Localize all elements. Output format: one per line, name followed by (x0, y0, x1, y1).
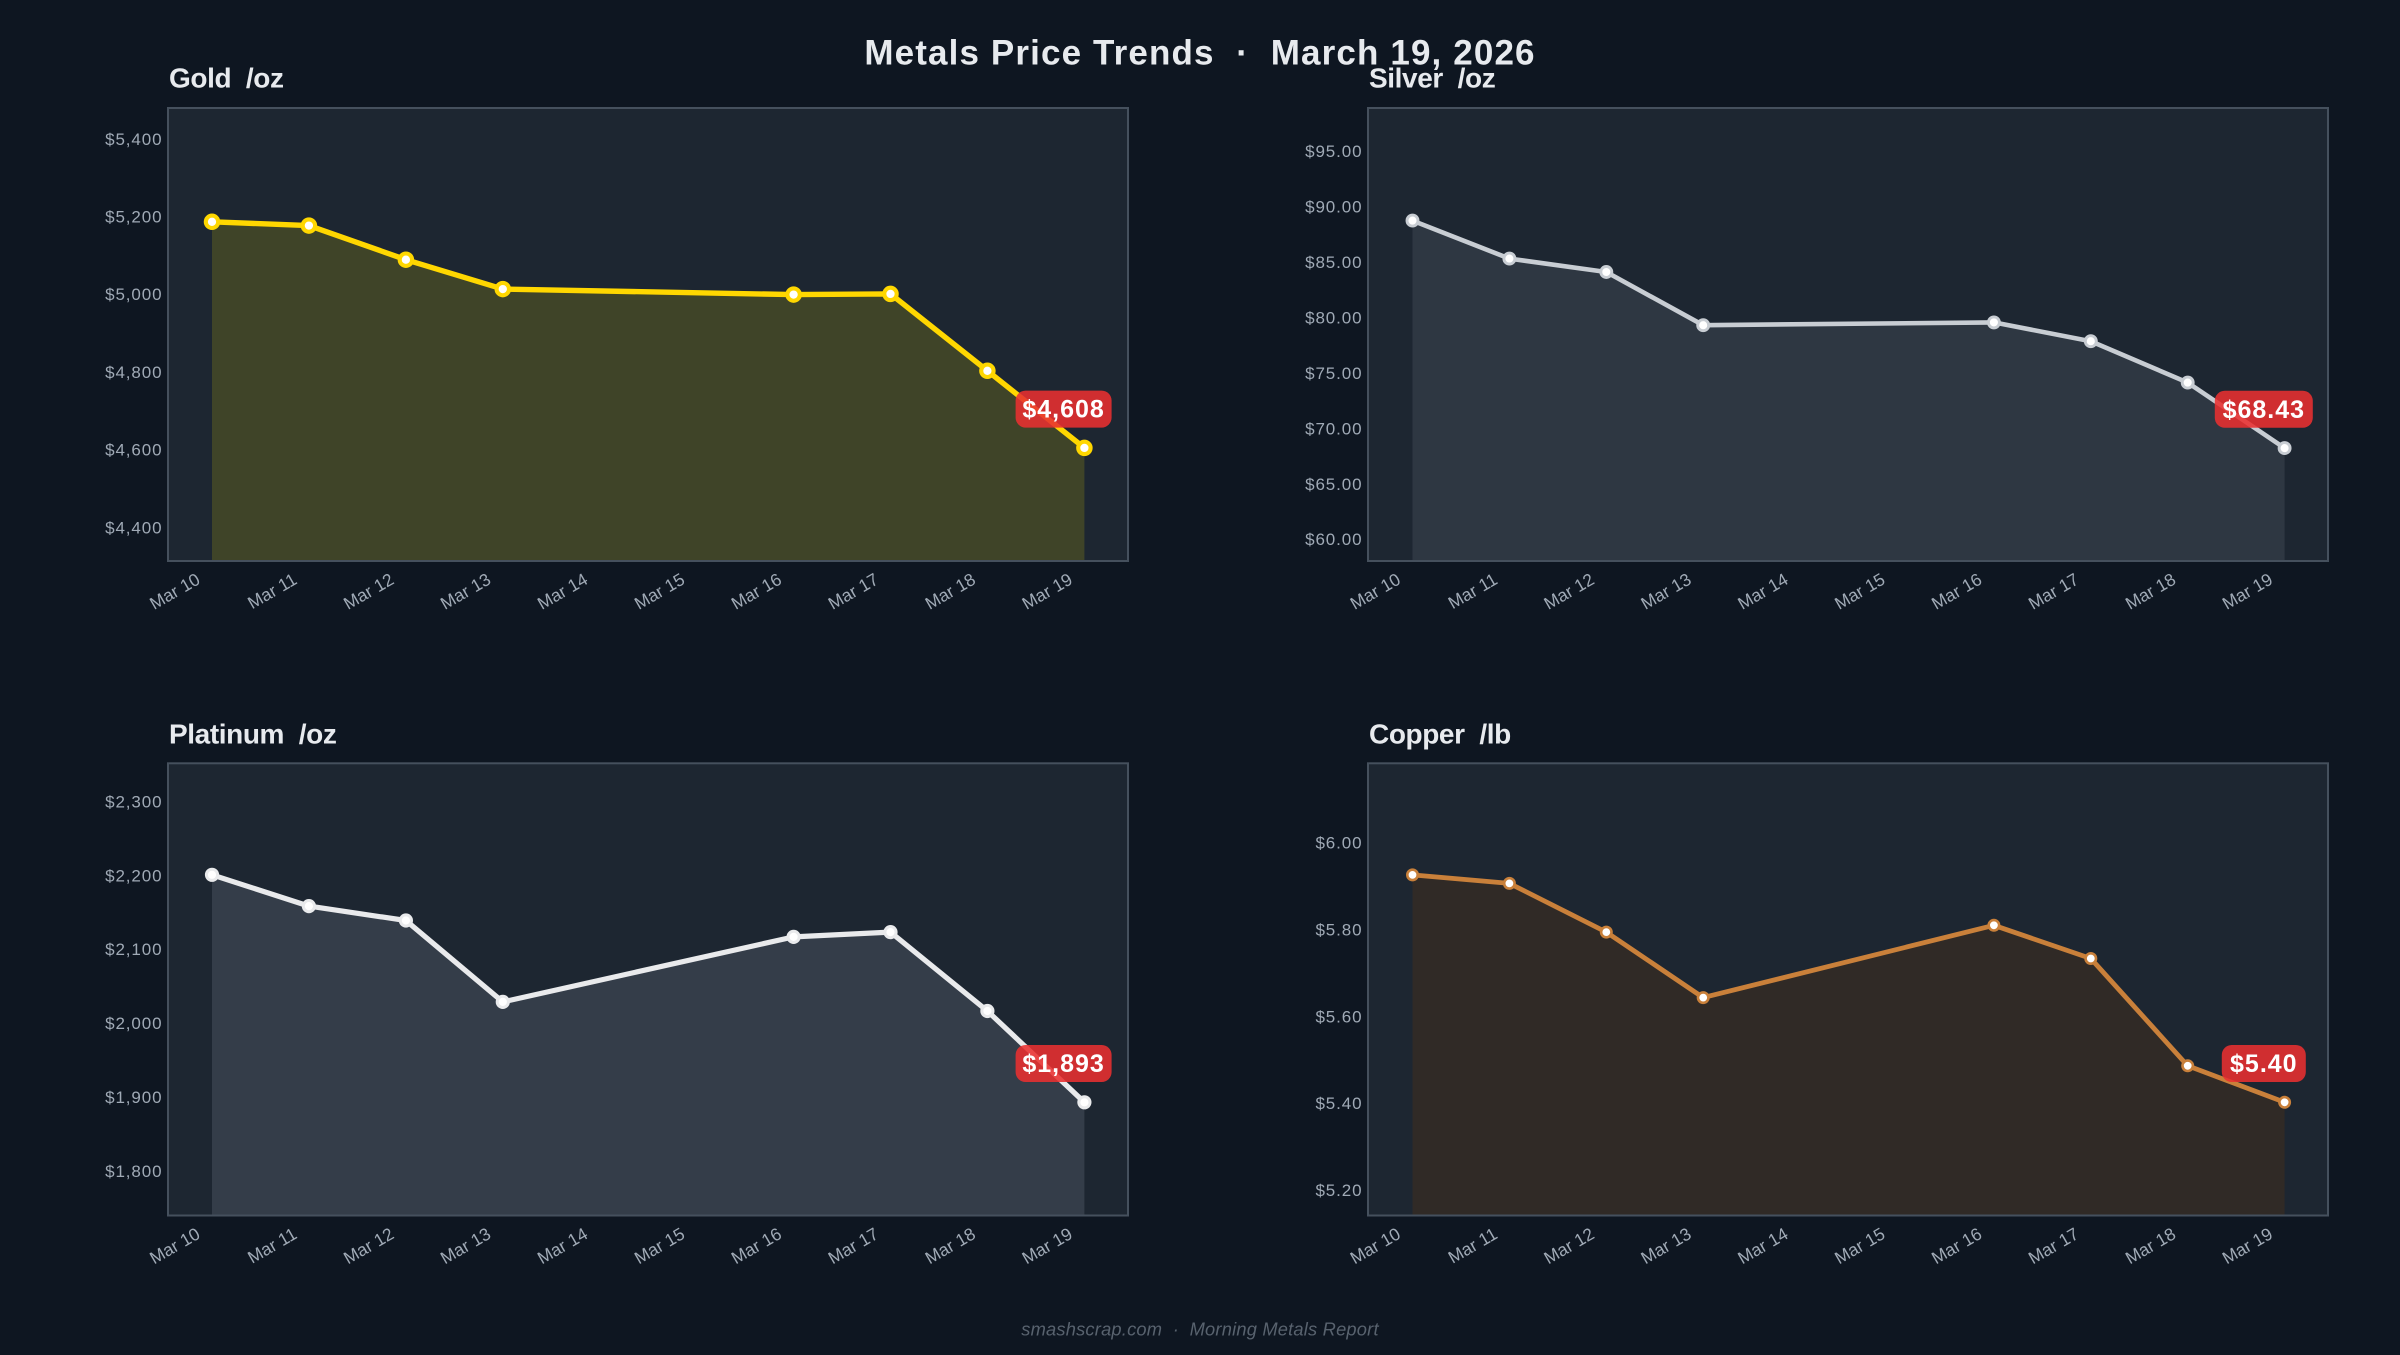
svg-text:$90.00: $90.00 (1305, 198, 1362, 217)
svg-text:Copper /lb: Copper /lb (1369, 718, 1511, 749)
svg-text:Gold /oz: Gold /oz (169, 62, 284, 93)
svg-text:Silver /oz: Silver /oz (1369, 62, 1495, 93)
svg-text:$60.00: $60.00 (1305, 530, 1362, 549)
svg-text:$4,400: $4,400 (105, 518, 162, 537)
svg-text:$5.40: $5.40 (1315, 1094, 1362, 1113)
svg-text:$85.00: $85.00 (1305, 253, 1362, 272)
svg-text:$75.00: $75.00 (1305, 364, 1362, 383)
svg-text:$65.00: $65.00 (1305, 475, 1362, 494)
svg-text:$1,893: $1,893 (1022, 1050, 1104, 1078)
svg-text:Metals Price Trends · March: Metals Price Trends · March 19, 2026 (864, 34, 1535, 73)
svg-text:$80.00: $80.00 (1305, 308, 1362, 327)
svg-text:$5,200: $5,200 (105, 208, 162, 227)
svg-text:$4,800: $4,800 (105, 363, 162, 382)
svg-text:$5.80: $5.80 (1315, 920, 1362, 939)
svg-text:Platinum /oz: Platinum /oz (169, 718, 336, 749)
svg-text:$5.20: $5.20 (1315, 1181, 1362, 1200)
svg-text:$4,608: $4,608 (1022, 396, 1104, 424)
svg-text:$2,000: $2,000 (105, 1014, 162, 1033)
svg-text:$2,100: $2,100 (105, 940, 162, 959)
svg-text:$5.60: $5.60 (1315, 1007, 1362, 1026)
svg-text:$70.00: $70.00 (1305, 419, 1362, 438)
svg-text:$68.43: $68.43 (2223, 396, 2305, 424)
svg-text:$5.40: $5.40 (2230, 1050, 2298, 1078)
svg-text:$4,600: $4,600 (105, 441, 162, 460)
svg-text:$2,300: $2,300 (105, 792, 162, 811)
svg-text:$95.00: $95.00 (1305, 142, 1362, 161)
svg-text:$1,900: $1,900 (105, 1088, 162, 1107)
svg-text:$2,200: $2,200 (105, 866, 162, 885)
svg-text:$5,400: $5,400 (105, 130, 162, 149)
svg-text:$5,000: $5,000 (105, 285, 162, 304)
svg-text:smashscrap.com · Morning Met: smashscrap.com · Morning Metals Report (1021, 1318, 1379, 1339)
svg-text:$6.00: $6.00 (1315, 834, 1362, 853)
svg-text:$1,800: $1,800 (105, 1162, 162, 1181)
